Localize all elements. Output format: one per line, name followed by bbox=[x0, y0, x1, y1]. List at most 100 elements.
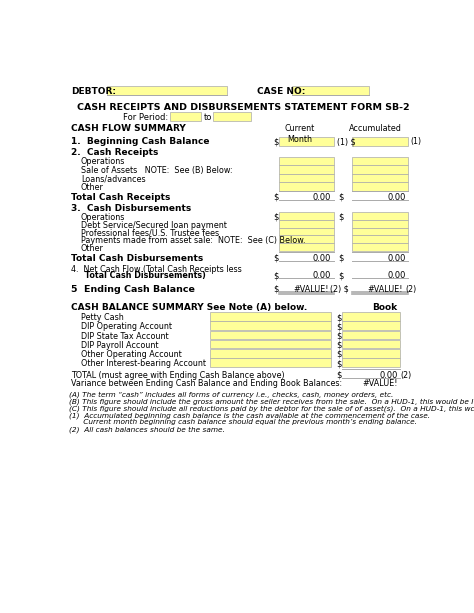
Bar bbox=[279, 182, 334, 191]
Bar bbox=[170, 112, 201, 121]
Bar bbox=[342, 359, 400, 367]
Text: $: $ bbox=[273, 137, 279, 147]
Bar bbox=[342, 349, 400, 358]
Text: Accumulated: Accumulated bbox=[349, 124, 402, 134]
Bar bbox=[213, 112, 251, 121]
Text: Other: Other bbox=[81, 183, 104, 192]
Text: Book: Book bbox=[372, 303, 397, 312]
Text: Total Cash Disbursements): Total Cash Disbursements) bbox=[71, 272, 206, 281]
Text: Total Cash Disbursements: Total Cash Disbursements bbox=[71, 254, 203, 263]
Text: $: $ bbox=[273, 193, 279, 202]
Text: $: $ bbox=[273, 272, 279, 281]
Text: (1) $: (1) $ bbox=[337, 137, 356, 147]
Text: to: to bbox=[204, 113, 212, 122]
Bar bbox=[352, 235, 408, 243]
Text: $: $ bbox=[337, 322, 342, 331]
Text: Total Cash Receipts: Total Cash Receipts bbox=[71, 193, 170, 202]
Text: Debt Service/Secured loan payment: Debt Service/Secured loan payment bbox=[81, 221, 227, 230]
Text: 4.  Net Cash Flow (Total Cash Receipts less: 4. Net Cash Flow (Total Cash Receipts le… bbox=[71, 265, 242, 273]
Bar bbox=[279, 212, 334, 220]
Text: DIP Payroll Account: DIP Payroll Account bbox=[81, 341, 158, 350]
Bar bbox=[352, 212, 408, 220]
Text: Other Operating Account: Other Operating Account bbox=[81, 350, 182, 359]
Text: 0.00: 0.00 bbox=[380, 371, 398, 380]
Text: Variance between Ending Cash Balance and Ending Book Balances:: Variance between Ending Cash Balance and… bbox=[71, 379, 342, 388]
Bar bbox=[342, 321, 400, 330]
Text: Payments made from asset sale:  NOTE:  See (C) Below.: Payments made from asset sale: NOTE: See… bbox=[81, 236, 305, 245]
Text: 0.00: 0.00 bbox=[387, 272, 406, 281]
Text: (C) This figure should include all reductions paid by the debtor for the sale of: (C) This figure should include all reduc… bbox=[69, 405, 474, 412]
Text: CASH BALANCE SUMMARY See Note (A) below.: CASH BALANCE SUMMARY See Note (A) below. bbox=[71, 303, 307, 312]
Bar bbox=[352, 137, 408, 146]
Text: CASH RECEIPTS AND DISBURSEMENTS STATEMENT FORM SB-2: CASH RECEIPTS AND DISBURSEMENTS STATEMEN… bbox=[77, 103, 409, 112]
Text: $: $ bbox=[273, 284, 279, 294]
Text: 0.00: 0.00 bbox=[387, 254, 406, 263]
Bar bbox=[279, 165, 334, 173]
Text: $: $ bbox=[337, 332, 342, 340]
Text: $: $ bbox=[338, 213, 344, 222]
Text: Current
Month: Current Month bbox=[284, 124, 315, 144]
Bar bbox=[342, 312, 400, 321]
Bar bbox=[342, 331, 400, 339]
Bar bbox=[279, 227, 334, 235]
Text: Sale of Assets   NOTE:  See (B) Below:: Sale of Assets NOTE: See (B) Below: bbox=[81, 166, 233, 175]
Text: $: $ bbox=[337, 359, 342, 368]
Bar bbox=[210, 312, 330, 321]
Text: #VALUE!: #VALUE! bbox=[367, 284, 402, 294]
Bar bbox=[210, 321, 330, 330]
Bar bbox=[292, 86, 369, 95]
Bar bbox=[210, 349, 330, 358]
Text: (2): (2) bbox=[400, 371, 411, 380]
Text: $: $ bbox=[338, 272, 344, 281]
Text: Loans/advances: Loans/advances bbox=[81, 175, 146, 183]
Bar bbox=[279, 243, 334, 251]
Text: Operations: Operations bbox=[81, 158, 125, 167]
Text: Current month beginning cash balance should equal the previous month’s ending ba: Current month beginning cash balance sho… bbox=[69, 419, 417, 425]
Text: TOTAL (must agree with Ending Cash Balance above): TOTAL (must agree with Ending Cash Balan… bbox=[71, 371, 284, 380]
Bar bbox=[342, 340, 400, 348]
Text: (2): (2) bbox=[405, 284, 416, 294]
Text: Operations: Operations bbox=[81, 213, 125, 222]
Text: CASH FLOW SUMMARY: CASH FLOW SUMMARY bbox=[71, 124, 186, 134]
Bar bbox=[210, 359, 330, 367]
Text: (A) The term “cash” includes all forms of currency i.e., checks, cash, money ord: (A) The term “cash” includes all forms o… bbox=[69, 392, 393, 398]
Text: $: $ bbox=[337, 371, 342, 380]
Text: (2) $: (2) $ bbox=[330, 284, 349, 294]
Text: (1): (1) bbox=[410, 137, 421, 147]
Text: 0.00: 0.00 bbox=[313, 254, 331, 263]
Text: (B) This figure should include the gross amount the seller receives from the sal: (B) This figure should include the gross… bbox=[69, 398, 473, 405]
Bar bbox=[279, 173, 334, 182]
Text: $: $ bbox=[337, 313, 342, 322]
Bar bbox=[352, 243, 408, 251]
Bar bbox=[352, 173, 408, 182]
Text: Petty Cash: Petty Cash bbox=[81, 313, 124, 322]
Bar bbox=[210, 331, 330, 339]
Text: Professional fees/U.S. Trustee fees: Professional fees/U.S. Trustee fees bbox=[81, 228, 219, 237]
Bar bbox=[352, 220, 408, 227]
Text: Other: Other bbox=[81, 244, 104, 253]
Bar bbox=[107, 86, 228, 95]
Text: 1.  Beginning Cash Balance: 1. Beginning Cash Balance bbox=[71, 137, 210, 147]
Bar bbox=[279, 157, 334, 165]
Text: #VALUE!: #VALUE! bbox=[363, 379, 398, 388]
Bar bbox=[279, 137, 334, 146]
Text: (1)  Accumulated beginning cash balance is the cash available at the commencemen: (1) Accumulated beginning cash balance i… bbox=[69, 413, 429, 419]
Bar bbox=[279, 220, 334, 227]
Text: $: $ bbox=[338, 254, 344, 263]
Text: (2)  All cash balances should be the same.: (2) All cash balances should be the same… bbox=[69, 426, 224, 433]
Text: $: $ bbox=[337, 350, 342, 359]
Text: $: $ bbox=[338, 193, 344, 202]
Text: $: $ bbox=[273, 213, 279, 222]
Bar bbox=[352, 165, 408, 173]
Text: DIP State Tax Account: DIP State Tax Account bbox=[81, 332, 169, 340]
Text: $: $ bbox=[337, 341, 342, 350]
Bar bbox=[352, 182, 408, 191]
Text: CASE NO:: CASE NO: bbox=[257, 88, 305, 96]
Text: DIP Operating Account: DIP Operating Account bbox=[81, 322, 172, 331]
Text: #VALUE!: #VALUE! bbox=[293, 284, 329, 294]
Text: 2.  Cash Receipts: 2. Cash Receipts bbox=[71, 148, 158, 158]
Text: 3.  Cash Disbursements: 3. Cash Disbursements bbox=[71, 204, 191, 213]
Text: 0.00: 0.00 bbox=[313, 193, 331, 202]
Text: Other Interest-bearing Account: Other Interest-bearing Account bbox=[81, 359, 206, 368]
Text: 0.00: 0.00 bbox=[313, 272, 331, 281]
